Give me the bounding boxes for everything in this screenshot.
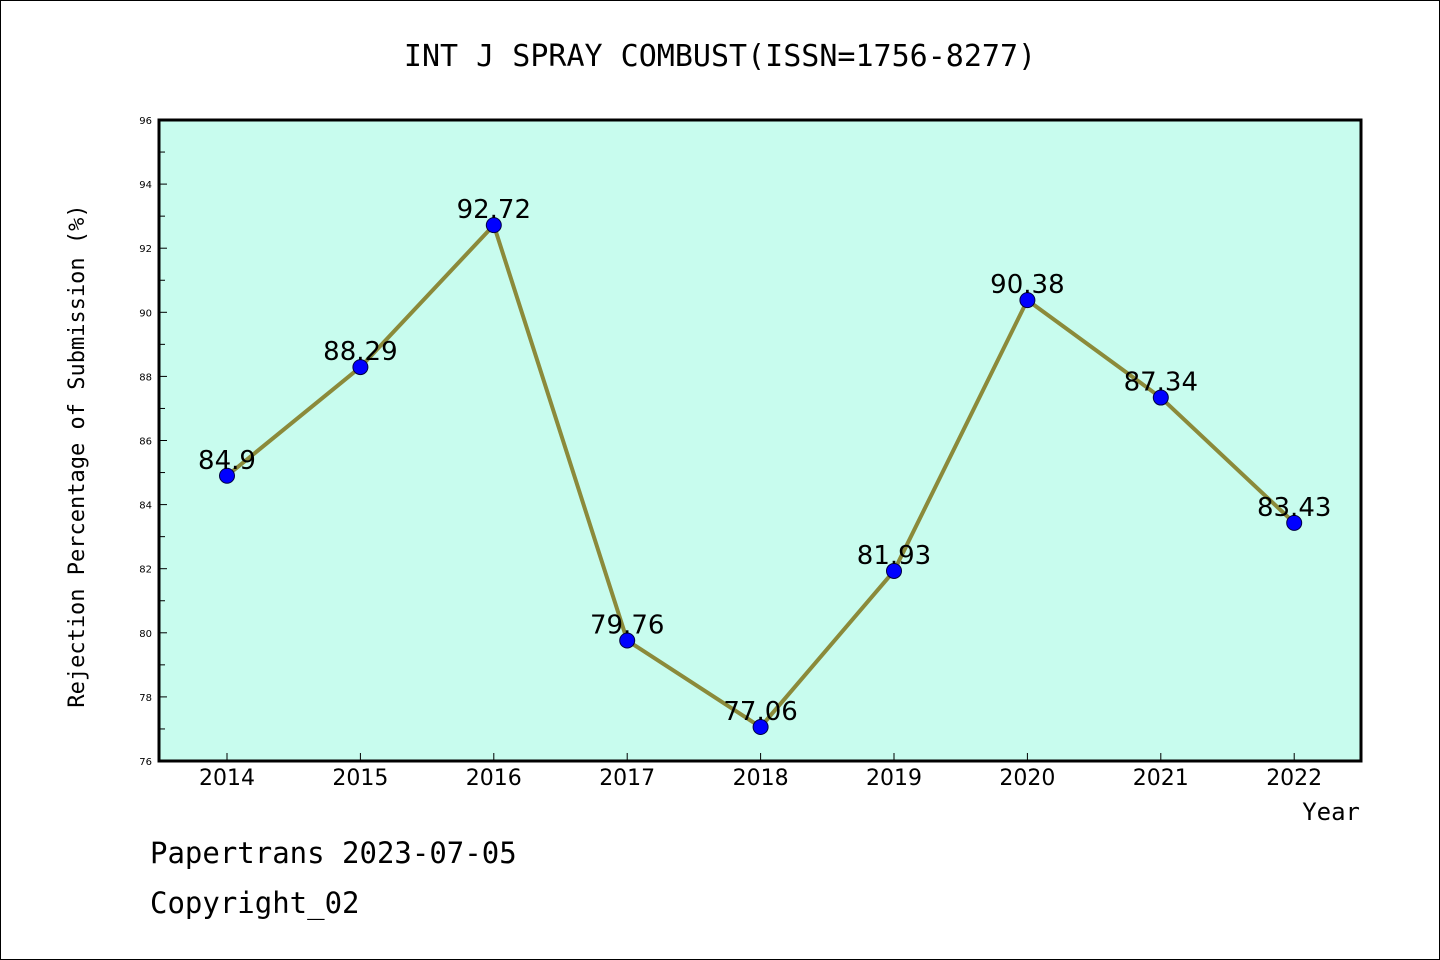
data-point — [485, 217, 502, 234]
chart-title: INT J SPRAY COMBUST(ISSN=1756-8277) — [404, 39, 1036, 74]
data-label: 87.34 — [1124, 368, 1198, 398]
data-labels: 84.9 88.29 92.72 79.76 77.06 81.93 90.38 87.34 8… — [198, 195, 1331, 727]
x-tick-label: 2021 — [1133, 766, 1189, 791]
y-tick-label: 90 — [139, 308, 152, 319]
x-tick-label: 2017 — [599, 766, 655, 791]
x-tick-label: 2018 — [733, 766, 789, 791]
y-tick-label: 80 — [139, 629, 152, 640]
data-point — [1286, 514, 1303, 531]
y-axis: 76 78 80 82 84 86 88 90 92 94 96 — [139, 116, 167, 768]
y-tick-label: 88 — [139, 372, 152, 383]
data-point — [1152, 389, 1169, 406]
y-tick-label: 82 — [139, 565, 152, 576]
data-label: 92.72 — [457, 195, 531, 225]
x-tick-label: 2020 — [999, 766, 1055, 791]
data-point — [752, 719, 769, 736]
data-point — [886, 562, 902, 579]
x-tick-label: 2022 — [1266, 766, 1322, 791]
x-tick-label: 2014 — [199, 766, 255, 791]
data-label: 77.06 — [723, 697, 797, 727]
data-point — [619, 632, 636, 649]
data-label: 83.43 — [1257, 493, 1331, 523]
data-label: 84.9 — [198, 446, 256, 476]
x-tick-label: 2019 — [866, 766, 922, 791]
y-tick-label: 86 — [139, 437, 152, 448]
x-axis: 2014 2015 2016 2017 2018 2019 2020 2021 2022 — [199, 753, 1322, 791]
y-tick-label: 78 — [139, 693, 152, 704]
y-tick-label: 76 — [139, 757, 152, 768]
x-axis-label: Year — [1302, 798, 1360, 826]
y-tick-label: 94 — [139, 180, 152, 191]
y-tick-label: 84 — [139, 501, 152, 512]
data-point — [1019, 292, 1036, 309]
y-tick-label: 92 — [139, 244, 152, 255]
footer-papertrans: Papertrans 2023-07-05 — [150, 836, 517, 870]
data-point — [352, 359, 369, 376]
data-label: 90.38 — [990, 270, 1064, 300]
data-point — [219, 467, 235, 484]
data-label: 81.93 — [857, 541, 931, 571]
y-axis-label: Rejection Percentage of Submission (%) — [65, 204, 90, 707]
x-tick-label: 2016 — [466, 766, 522, 791]
data-label: 79.76 — [590, 610, 664, 640]
footer-copyright: Copyright_02 — [150, 886, 360, 921]
series — [219, 217, 1303, 736]
x-tick-label: 2015 — [332, 766, 388, 791]
data-label: 88.29 — [323, 337, 397, 367]
y-tick-label: 96 — [139, 116, 152, 127]
plot-area — [157, 118, 1363, 763]
